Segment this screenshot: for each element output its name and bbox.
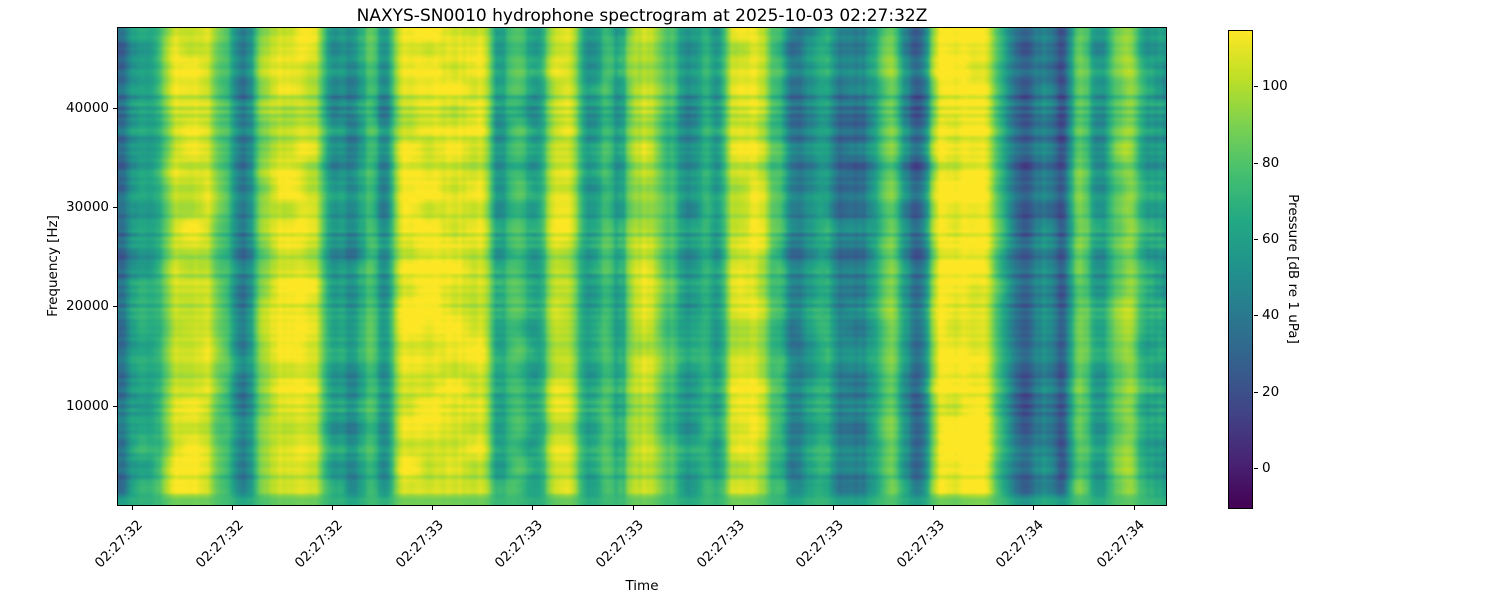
y-tick-mark — [113, 206, 117, 208]
colorbar-tick-mark — [1254, 468, 1258, 470]
y-axis-label: Frequency [Hz] — [45, 215, 61, 317]
x-tick-label: 02:27:33 — [392, 517, 447, 572]
x-tick-label: 02:27:34 — [1093, 517, 1148, 572]
x-tick-mark — [131, 506, 133, 510]
colorbar-tick-mark — [1254, 238, 1258, 240]
colorbar — [1228, 30, 1253, 509]
plot-title: NAXYS-SN0010 hydrophone spectrogram at 2… — [356, 6, 928, 26]
x-tick-label: 02:27:32 — [291, 517, 347, 572]
x-tick-mark — [531, 506, 533, 510]
y-tick-label: 30000 — [66, 198, 109, 215]
colorbar-tick-label: 0 — [1262, 460, 1271, 477]
x-tick-mark — [933, 506, 935, 510]
y-tick-mark — [113, 107, 117, 109]
colorbar-tick-mark — [1254, 315, 1258, 317]
x-tick-mark — [1032, 506, 1034, 510]
plot-area — [117, 27, 1167, 506]
y-tick-mark — [113, 405, 117, 407]
spectrogram-heatmap — [118, 28, 1166, 505]
y-tick-label: 40000 — [66, 99, 109, 116]
y-tick-mark — [113, 306, 117, 308]
colorbar-tick-label: 40 — [1262, 307, 1280, 324]
colorbar-tick-label: 80 — [1262, 154, 1280, 171]
x-tick-label: 02:27:32 — [91, 517, 146, 572]
x-tick-label: 02:27:33 — [592, 517, 647, 572]
colorbar-tick-label: 20 — [1262, 383, 1280, 400]
x-tick-label: 02:27:32 — [192, 517, 247, 572]
x-tick-label: 02:27:33 — [792, 517, 848, 572]
x-tick-mark — [733, 506, 735, 510]
x-tick-mark — [632, 506, 634, 510]
x-tick-mark — [832, 506, 834, 510]
colorbar-tick-mark — [1254, 86, 1258, 88]
x-tick-label: 02:27:33 — [893, 517, 948, 572]
x-tick-mark — [331, 506, 333, 510]
x-tick-mark — [1133, 506, 1135, 510]
y-tick-label: 20000 — [66, 298, 109, 315]
y-tick-label: 10000 — [66, 397, 109, 414]
x-tick-mark — [432, 506, 434, 510]
x-tick-label: 02:27:33 — [693, 517, 748, 572]
x-axis-label: Time — [625, 578, 659, 594]
x-tick-label: 02:27:34 — [993, 517, 1048, 572]
x-tick-mark — [232, 506, 234, 510]
colorbar-label: Pressure [dB re 1 uPa] — [1285, 194, 1301, 344]
colorbar-tick-mark — [1254, 162, 1258, 164]
x-tick-label: 02:27:33 — [492, 517, 547, 572]
colorbar-tick-label: 100 — [1262, 78, 1288, 95]
colorbar-tick-label: 60 — [1262, 230, 1280, 247]
colorbar-tick-mark — [1254, 391, 1258, 393]
